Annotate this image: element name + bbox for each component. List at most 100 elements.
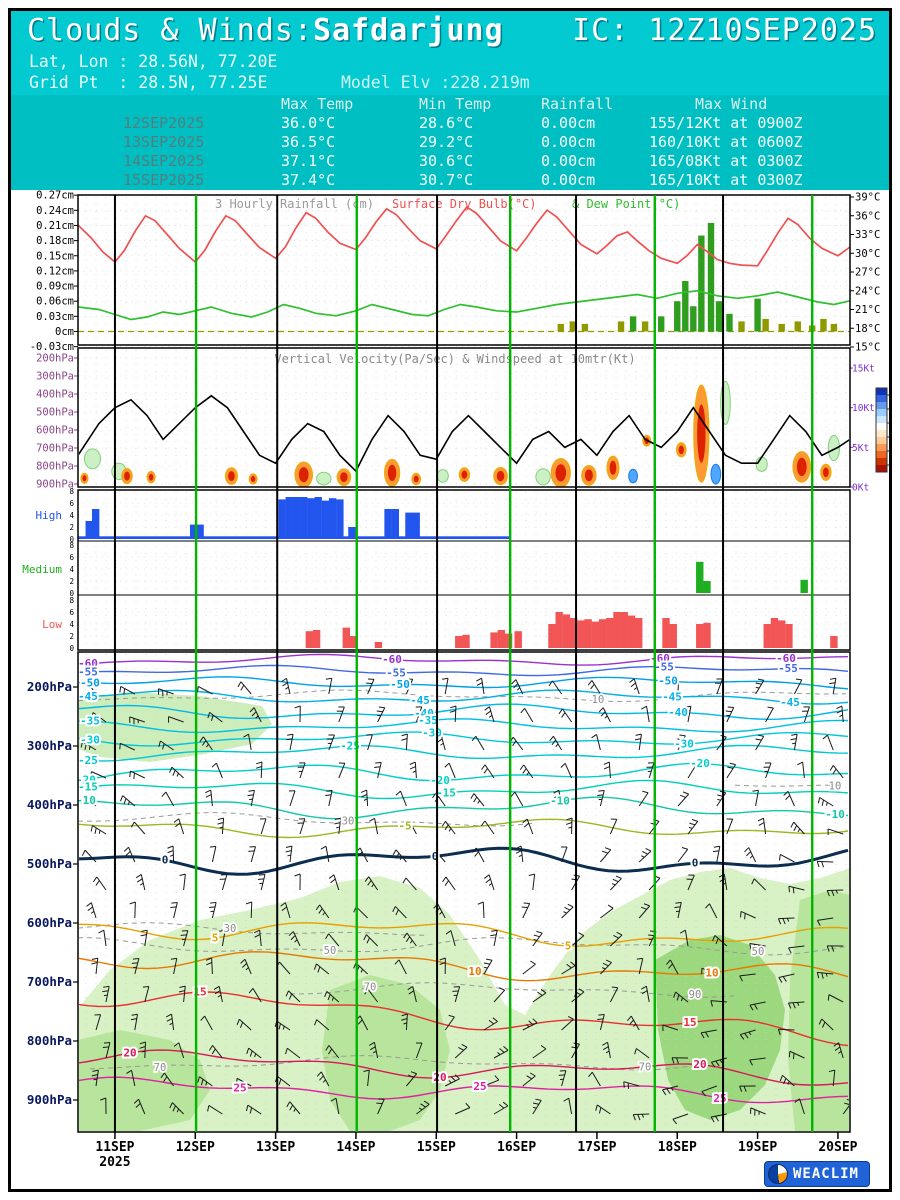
contour-labels: -60 -60 -60 -60-55 -55 -55 -55-50 -50 -50-45 -45-… <box>74 650 847 1107</box>
svg-text:0: 0 <box>432 850 439 863</box>
svg-text:70: 70 <box>364 982 377 994</box>
svg-text:-50: -50 <box>658 675 678 688</box>
svg-text:10: 10 <box>705 966 718 979</box>
svg-text:0: 0 <box>162 854 169 867</box>
svg-text:-20: -20 <box>430 774 450 787</box>
vv-colorbar <box>875 387 890 473</box>
svg-text:0: 0 <box>69 644 74 653</box>
svg-text:Vertical Velocity(Pa/Sec) & Wi: Vertical Velocity(Pa/Sec) & Windspeed at… <box>274 352 635 366</box>
rh-contours <box>79 689 847 1071</box>
svg-text:0.12cm: 0.12cm <box>36 265 74 277</box>
svg-text:-55: -55 <box>778 662 798 675</box>
svg-text:-30: -30 <box>422 726 442 739</box>
svg-text:-40: -40 <box>668 706 688 719</box>
date-cell: 13SEP2025 <box>123 133 205 151</box>
svg-text:-45: -45 <box>780 696 800 709</box>
svg-text:0Kt: 0Kt <box>852 483 869 494</box>
svg-text:700hPa: 700hPa <box>36 443 74 455</box>
panel1-title: 3 Hourly Rainfall (cm) <box>215 197 374 211</box>
cloud-band-high: 8 6 4 2 0 High <box>36 487 850 544</box>
windspeed-line <box>79 394 849 473</box>
svg-text:21°C: 21°C <box>855 304 880 316</box>
svg-text:70: 70 <box>154 1062 167 1074</box>
svg-text:4: 4 <box>69 620 74 629</box>
svg-text:8: 8 <box>69 541 74 550</box>
forecast-row: 14SEP2025 37.1°C 30.6°C 0.00cm 165/08Kt … <box>11 152 889 171</box>
svg-text:-60: -60 <box>382 653 402 666</box>
col-rainfall: Rainfall <box>541 95 614 113</box>
svg-text:36°C: 36°C <box>855 210 880 222</box>
svg-text:15SEP: 15SEP <box>417 1140 456 1155</box>
svg-text:5: 5 <box>565 940 572 953</box>
svg-text:-35: -35 <box>418 714 438 727</box>
col-min-temp: Min Temp <box>419 95 492 113</box>
rainfall-cell: 0.00cm <box>541 171 596 189</box>
model-elv: Model Elv :228.219m <box>341 73 530 92</box>
svg-text:11SEP: 11SEP <box>95 1140 134 1155</box>
page-title: Clouds & Winds:Safdarjung <box>27 13 504 48</box>
svg-text:0: 0 <box>692 857 699 870</box>
max-temp-cell: 37.1°C <box>281 152 336 170</box>
svg-text:12SEP: 12SEP <box>176 1140 215 1155</box>
svg-text:High: High <box>36 509 63 522</box>
max-wind-cell: 165/10Kt at 0300Z <box>649 171 803 189</box>
grid-pt: Grid Pt : 28.5N, 77.25E <box>29 73 268 92</box>
svg-text:-45: -45 <box>78 690 98 703</box>
svg-text:Medium: Medium <box>22 563 62 576</box>
svg-text:4: 4 <box>69 511 74 520</box>
svg-text:25: 25 <box>233 1082 246 1095</box>
svg-text:39°C: 39°C <box>855 192 880 204</box>
svg-text:0.21cm: 0.21cm <box>36 220 74 232</box>
rainfall-cell: 0.00cm <box>541 152 596 170</box>
svg-text:13SEP: 13SEP <box>256 1140 295 1155</box>
svg-text:-45: -45 <box>662 691 682 704</box>
svg-text:10: 10 <box>468 965 481 978</box>
svg-text:4: 4 <box>69 565 74 574</box>
init-condition: IC: 12Z10SEP2025 <box>572 13 877 48</box>
header: Clouds & Winds:Safdarjung IC: 12Z10SEP20… <box>11 11 889 95</box>
svg-text:8: 8 <box>69 487 74 496</box>
temp-contours <box>79 653 849 1104</box>
svg-text:600hPa: 600hPa <box>36 425 74 437</box>
min-temp-cell: 30.6°C <box>419 152 474 170</box>
panel-upper-air: -60 -60 -60 -60-55 -55 -55 -55-50 -50 -50-45 -45-… <box>27 650 851 1133</box>
svg-text:-55: -55 <box>386 666 406 679</box>
svg-text:0.06cm: 0.06cm <box>36 296 74 308</box>
svg-text:-5: -5 <box>398 820 411 833</box>
upper-inner <box>79 653 849 1131</box>
svg-text:30°C: 30°C <box>855 248 880 260</box>
date-cell: 14SEP2025 <box>123 152 205 170</box>
svg-text:Low: Low <box>42 618 62 631</box>
svg-text:10: 10 <box>829 780 842 792</box>
forecast-table: Max Temp Min Temp Rainfall Max Wind 12SE… <box>11 95 889 190</box>
svg-text:6: 6 <box>69 608 74 617</box>
svg-text:15Kt: 15Kt <box>852 364 875 375</box>
svg-text:-20: -20 <box>690 757 710 770</box>
svg-text:0: 0 <box>69 535 74 544</box>
svg-text:50: 50 <box>752 946 765 958</box>
svg-text:0: 0 <box>69 589 74 598</box>
svg-text:5: 5 <box>212 932 219 945</box>
svg-text:-15: -15 <box>78 781 98 794</box>
svg-text:30: 30 <box>342 816 355 828</box>
svg-text:800hPa: 800hPa <box>27 1033 72 1048</box>
svg-text:0.15cm: 0.15cm <box>36 250 74 262</box>
min-temp-cell: 28.6°C <box>419 114 474 132</box>
title-prefix: Clouds & Winds: <box>27 13 313 48</box>
cloud-band-medium: 8 6 4 2 0 Medium <box>22 541 850 598</box>
forecast-row: 13SEP2025 36.5°C 29.2°C 0.00cm 160/10Kt … <box>11 133 889 152</box>
rainfall-cell: 0.00cm <box>541 133 596 151</box>
col-max-wind: Max Wind <box>695 95 768 113</box>
svg-text:20: 20 <box>693 1058 706 1071</box>
min-temp-cell: 29.2°C <box>419 133 474 151</box>
min-temp-cell: 30.7°C <box>419 171 474 189</box>
svg-text:16SEP: 16SEP <box>497 1140 536 1155</box>
svg-text:-55: -55 <box>654 660 674 673</box>
svg-text:0.18cm: 0.18cm <box>36 235 74 247</box>
svg-text:6: 6 <box>69 553 74 562</box>
date-cell: 12SEP2025 <box>123 114 205 132</box>
svg-text:-10: -10 <box>550 795 570 808</box>
svg-text:25: 25 <box>473 1080 486 1093</box>
svg-text:Surface Dry Bulb(°C): Surface Dry Bulb(°C) <box>392 197 537 211</box>
